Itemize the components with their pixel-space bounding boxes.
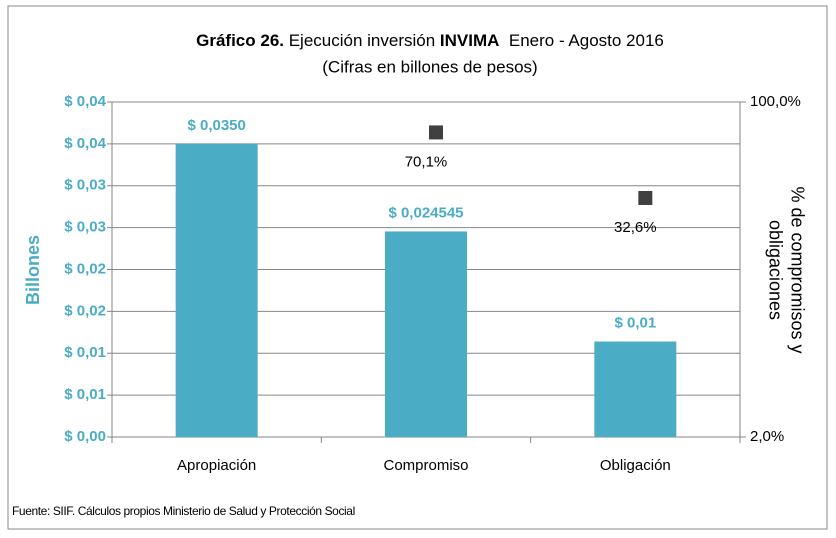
data-label: $ 0,0350 [187,117,245,134]
y-tick-label: $ 0,03 [64,219,106,236]
data-label: $ 0,01 [614,314,656,331]
title-part: Gráfico 26. [196,31,284,50]
y-tick-label: $ 0,02 [64,302,106,319]
data-label: $ 0,024545 [388,204,463,221]
chart-title: Gráfico 26. Ejecución inversión INVIMA E… [196,31,664,50]
data-label: 70,1% [405,153,448,170]
y2-axis-title: % de compromisos y [787,186,807,353]
y-axis-title: Billones [23,235,43,305]
y-tick-label: $ 0,04 [64,93,106,110]
title-part: Ejecución inversión [284,31,440,50]
y2-tick-label: 100,0% [750,93,801,110]
y-tick-label: $ 0,02 [64,260,106,277]
y2-tick-label: 2,0% [750,428,784,445]
marker [429,125,443,140]
title-part: INVIMA [440,31,500,50]
source-note: Fuente: SIIF. Cálculos propios Ministeri… [12,504,355,518]
y-tick-label: $ 0,01 [64,344,106,361]
chart-subtitle: (Cifras en billones de pesos) [322,57,537,76]
bar [594,341,677,437]
y-tick-label: $ 0,01 [64,386,106,403]
bar [175,143,258,437]
y-tick-label: $ 0,00 [64,428,106,445]
marker [638,190,653,205]
title-part: Enero - Agosto 2016 [499,31,663,50]
bar [385,231,467,437]
x-tick-label: Obligación [600,457,671,474]
data-label: 32,6% [614,219,657,236]
x-tick-label: Apropiación [177,457,256,474]
y2-axis-title: obligaciones [765,220,785,320]
x-tick-label: Compromiso [383,457,468,474]
y-tick-label: $ 0,04 [64,135,106,152]
y-tick-label: $ 0,03 [64,177,106,194]
